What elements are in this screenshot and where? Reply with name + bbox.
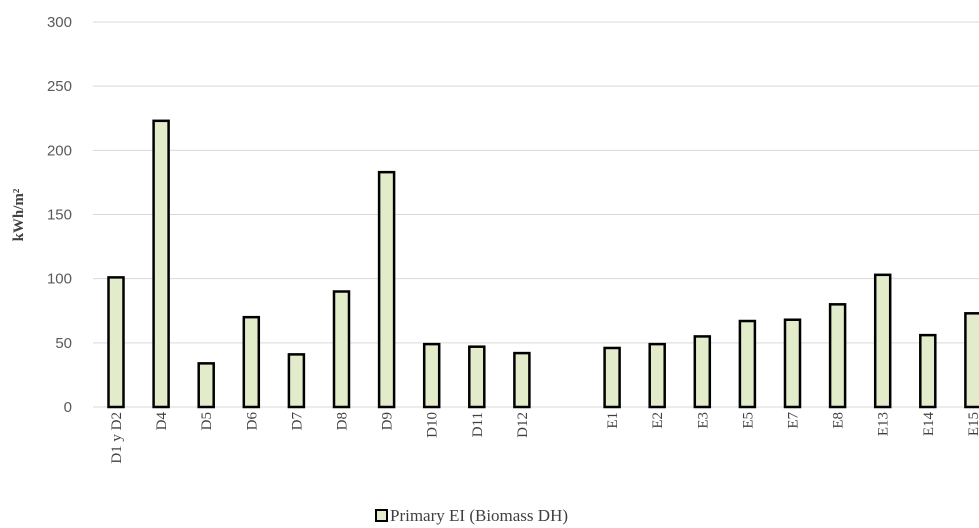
x-tick-label: E2 bbox=[650, 412, 666, 429]
x-tick-label: D11 bbox=[470, 412, 486, 437]
x-tick-label: D5 bbox=[199, 412, 215, 430]
legend: Primary EI (Biomass DH) bbox=[375, 506, 568, 525]
x-tick-label: D1 y D2 bbox=[109, 412, 125, 464]
y-tick-label: 0 bbox=[64, 399, 72, 416]
bar bbox=[828, 303, 847, 409]
x-tick-label: E14 bbox=[921, 412, 937, 437]
bar bbox=[964, 312, 979, 409]
x-tick-label: D12 bbox=[515, 412, 531, 438]
bar bbox=[287, 353, 306, 409]
bar bbox=[738, 319, 757, 409]
x-tick-label: E15 bbox=[966, 412, 979, 436]
bar bbox=[603, 346, 621, 409]
bar bbox=[783, 318, 802, 409]
bar bbox=[422, 342, 441, 409]
y-axis-label: kWh/m² bbox=[11, 188, 27, 241]
x-tick-label: D10 bbox=[425, 412, 441, 438]
bar bbox=[648, 342, 666, 409]
x-tick-label: E13 bbox=[876, 412, 892, 436]
x-tick-label: D7 bbox=[289, 412, 305, 431]
bar bbox=[693, 335, 712, 409]
bar bbox=[377, 170, 396, 409]
bar bbox=[468, 345, 486, 409]
bar bbox=[107, 276, 125, 409]
x-axis-ticks: D1 y D2 D4 D5 D6 D7 D8 D9 D10 D11 D12 E1 E2 E3 E5 E7 E8… bbox=[109, 412, 979, 464]
y-axis-ticks: 0 50 100 150 200 250 300 bbox=[47, 14, 72, 416]
legend-label: Primary EI (Biomass DH) bbox=[390, 506, 568, 525]
y-tick-label: 50 bbox=[55, 335, 72, 352]
y-tick-label: 200 bbox=[47, 142, 72, 159]
bar bbox=[513, 351, 531, 409]
bar bbox=[242, 315, 261, 409]
bar bbox=[152, 119, 170, 409]
bars bbox=[107, 119, 979, 409]
bar bbox=[332, 290, 351, 409]
gridlines bbox=[93, 21, 979, 408]
x-tick-label: E1 bbox=[605, 412, 621, 429]
x-tick-label: D4 bbox=[154, 412, 170, 431]
legend-swatch bbox=[375, 509, 388, 522]
y-tick-label: 300 bbox=[47, 14, 72, 31]
bar bbox=[197, 362, 215, 409]
y-tick-label: 150 bbox=[47, 207, 72, 224]
y-tick-label: 100 bbox=[47, 271, 72, 288]
x-tick-label: D9 bbox=[380, 412, 396, 430]
bar bbox=[919, 333, 937, 409]
bar bbox=[873, 273, 892, 409]
x-tick-label: E3 bbox=[695, 412, 711, 429]
x-tick-label: E8 bbox=[831, 412, 847, 429]
y-tick-label: 250 bbox=[47, 78, 72, 95]
x-tick-label: E5 bbox=[740, 412, 756, 429]
x-tick-label: D6 bbox=[244, 412, 260, 431]
x-tick-label: D8 bbox=[335, 412, 351, 430]
x-tick-label: E7 bbox=[786, 412, 802, 429]
